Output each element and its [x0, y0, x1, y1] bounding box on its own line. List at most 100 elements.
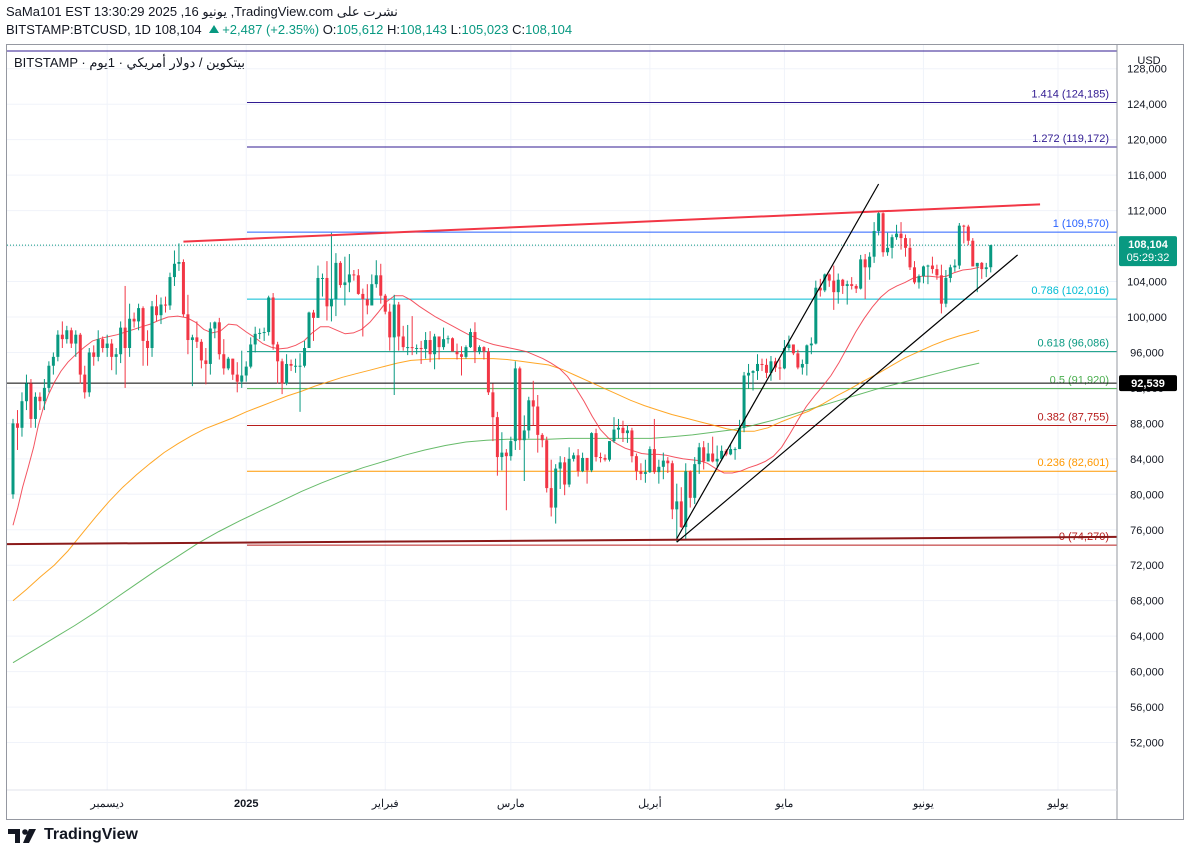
- price-axis-tick-label: 76,000: [1130, 525, 1164, 537]
- candle-body: [204, 360, 208, 364]
- fib-level-label: 0.786 (102,016): [1031, 285, 1109, 297]
- open-label: O:: [322, 22, 337, 37]
- candle-body: [433, 336, 437, 355]
- fib-level-label: 1 (109,570): [1053, 218, 1109, 230]
- fib-level-label: 0.5 (91,920): [1050, 375, 1109, 387]
- candle-body: [769, 361, 773, 373]
- chart-canvas[interactable]: 1.414 (124,185) 1.272 (119,172) 1 (109,570…: [7, 45, 1183, 819]
- plot-layer: 1.414 (124,185) 1.272 (119,172) 1 (109,570…: [7, 50, 1117, 664]
- candle-body: [388, 311, 392, 338]
- candle-body: [101, 339, 105, 349]
- candle-body: [751, 371, 755, 373]
- candle-body: [222, 354, 226, 369]
- candle-body: [446, 338, 450, 340]
- price-axis-tick-label: 80,000: [1130, 489, 1164, 501]
- close-label: C:: [512, 22, 526, 37]
- candle-body: [886, 247, 890, 253]
- price-axis-tick-label: 104,000: [1127, 277, 1167, 289]
- candle-body: [172, 263, 176, 278]
- candle-body: [146, 340, 150, 349]
- fib-level-label: 1.414 (124,185): [1031, 89, 1109, 101]
- candle-body: [128, 318, 132, 349]
- candle-body: [917, 276, 921, 283]
- candle-body: [823, 274, 827, 291]
- candle-body: [325, 277, 329, 307]
- hline-price-badge: 92,539: [1119, 375, 1177, 392]
- low-value: 105,023: [461, 22, 509, 37]
- candle-body: [585, 457, 589, 471]
- candle-body: [957, 225, 961, 266]
- candle-body: [217, 322, 221, 355]
- candle-body: [657, 466, 661, 473]
- hline-price-badge-value: 92,539: [1131, 378, 1165, 390]
- candle-body: [634, 456, 638, 472]
- price-axis-tick-label: 116,000: [1128, 170, 1167, 182]
- grid-layer: [7, 45, 1117, 790]
- candle-body: [616, 427, 620, 430]
- chart-symbol-title: BITSTAMP · بيتكوين / دولار أمريكي · 1يوم: [14, 55, 245, 70]
- candle-body: [729, 449, 733, 455]
- candle-body: [155, 306, 159, 316]
- candle-body: [60, 334, 64, 340]
- candle-body: [504, 452, 508, 457]
- candle-body: [311, 312, 315, 318]
- candle-body: [926, 265, 930, 267]
- candle-body: [590, 433, 594, 471]
- candle-body: [24, 383, 28, 402]
- trendline: [183, 203, 1041, 243]
- candle-body: [684, 471, 688, 528]
- candle-body: [47, 365, 51, 388]
- candle-body: [738, 427, 742, 450]
- candle-body: [975, 262, 979, 267]
- candle-body: [105, 343, 109, 349]
- candle-body: [540, 434, 544, 441]
- candle-body: [930, 265, 934, 270]
- candle-body: [805, 345, 809, 364]
- candle-body: [522, 430, 526, 441]
- candle-body: [971, 240, 975, 267]
- candle-body: [872, 230, 876, 257]
- candle-body: [320, 277, 324, 279]
- candle-body: [764, 364, 768, 373]
- candle-body: [648, 449, 652, 473]
- candle-body: [966, 226, 970, 241]
- candle-body: [787, 344, 791, 349]
- candle-body: [536, 406, 540, 435]
- candle-body: [720, 450, 724, 459]
- candle-body: [706, 453, 710, 462]
- candle-body: [329, 299, 333, 307]
- price-axis-tick-label: 120,000: [1127, 135, 1167, 147]
- candle-body: [509, 441, 513, 457]
- candle-body: [652, 449, 656, 473]
- candle-body: [383, 295, 387, 312]
- candle-body: [778, 367, 782, 369]
- candle-body: [702, 447, 706, 462]
- candle-body: [428, 340, 432, 355]
- candle-body: [594, 433, 598, 458]
- candle-body: [904, 238, 908, 248]
- candle-body: [747, 372, 751, 376]
- candle-body: [818, 287, 822, 291]
- candle-body: [877, 213, 881, 231]
- time-axis-tick-label: يونيو: [912, 798, 934, 810]
- candle-body: [356, 275, 360, 294]
- candle-body: [379, 275, 383, 296]
- low-label: L:: [450, 22, 462, 37]
- candle-body: [78, 334, 82, 375]
- candle-body: [123, 327, 127, 349]
- tradingview-logo[interactable]: TradingView: [8, 826, 138, 844]
- currency-button[interactable]: USD: [1137, 55, 1161, 67]
- chart-frame[interactable]: 1.414 (124,185) 1.272 (119,172) 1 (109,570…: [6, 44, 1184, 820]
- price-axis-tick-label: 128,000: [1127, 64, 1167, 76]
- fib-level-label: 0.236 (82,601): [1037, 457, 1109, 469]
- candle-body: [477, 347, 481, 352]
- candle-body: [715, 458, 719, 462]
- candle-body: [51, 356, 55, 366]
- candle-body: [760, 363, 764, 365]
- candle-body: [881, 213, 885, 253]
- candle-body: [567, 458, 571, 485]
- trendline: [676, 254, 1019, 543]
- candle-body: [688, 471, 692, 498]
- candle-body: [845, 284, 849, 286]
